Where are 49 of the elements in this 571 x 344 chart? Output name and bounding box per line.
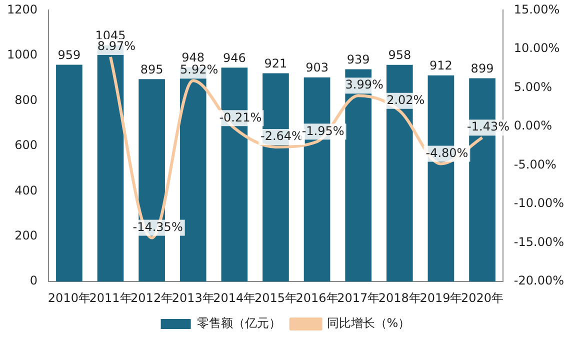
y-tick-label: 200 [14, 228, 38, 242]
y-tick-label: 600 [14, 138, 38, 152]
x-tick-label: 2020年 [460, 290, 504, 305]
legend-label: 同比增长（%） [326, 316, 410, 330]
data-label: -0.21% [219, 110, 262, 124]
y-tick-label: 400 [14, 183, 38, 198]
x-tick-label: 2011年 [89, 290, 132, 305]
y-tick-label: 1000 [6, 48, 38, 62]
data-label: 3.99% [345, 78, 384, 92]
data-label: 895 [140, 62, 164, 76]
x-tick-label: 2012年 [130, 290, 174, 305]
x-tick-label: 2016年 [296, 290, 338, 305]
y2-tick-label: 0.00% [514, 118, 552, 133]
data-label: -4.80% [426, 146, 468, 160]
y2-tick-label: -10.00% [514, 196, 564, 210]
data-label: 948 [182, 50, 205, 64]
x-tick-label: 2010年 [48, 290, 90, 305]
data-label: 939 [346, 52, 370, 66]
data-label: 946 [222, 50, 246, 65]
y-tick-label: 800 [14, 92, 38, 107]
data-label: 2.02% [386, 92, 425, 107]
data-label: -1.95% [302, 124, 344, 138]
y-tick-label: 1200 [6, 2, 38, 16]
data-label: -14.35% [132, 220, 183, 234]
legend-label: 零售额（亿元） [196, 316, 281, 330]
y2-tick-label: -5.00% [514, 157, 556, 172]
x-tick-label: 2013年 [172, 290, 214, 305]
data-label: -2.64% [260, 129, 303, 144]
data-label: 903 [306, 60, 328, 74]
data-label: 8.97% [97, 39, 136, 54]
y2-tick-label: -20.00% [514, 274, 564, 288]
x-tick-label: 2018年 [378, 290, 421, 305]
x-tick-label: 2014年 [213, 290, 256, 305]
x-tick-label: 2019年 [420, 290, 462, 305]
y2-tick-label: 10.00% [514, 41, 560, 56]
y2-tick-label: -15.00% [514, 234, 564, 249]
y2-tick-label: 5.00% [514, 80, 552, 94]
data-label: 899 [470, 61, 494, 76]
x-tick-label: 2017年 [337, 290, 380, 305]
data-label: 921 [264, 56, 288, 70]
data-label: 958 [388, 48, 412, 62]
data-label: -1.43% [467, 120, 510, 134]
x-tick-label: 2015年 [254, 290, 297, 305]
data-label: 912 [430, 58, 452, 72]
bar [56, 64, 82, 282]
y2-tick-label: 15.00% [514, 2, 560, 16]
y-tick-label: 0 [30, 274, 38, 288]
data-label: 5.92% [180, 62, 218, 77]
data-label: 959 [58, 48, 81, 62]
